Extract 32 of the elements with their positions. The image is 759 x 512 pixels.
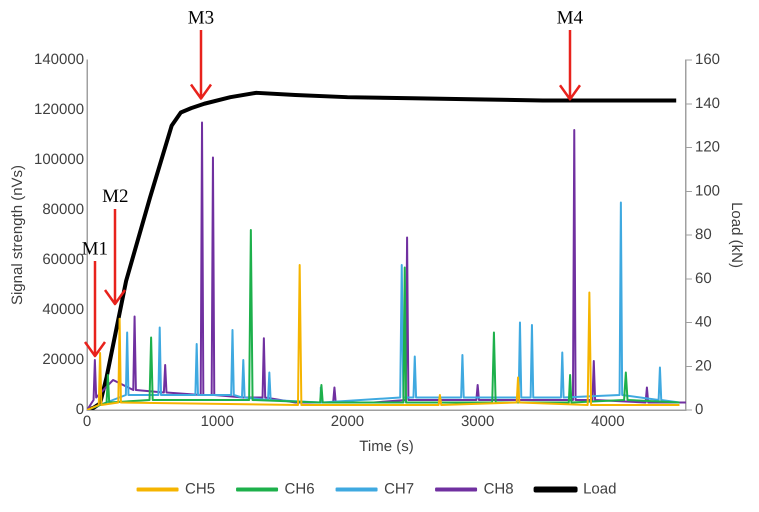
annotation: M2 — [102, 186, 129, 207]
y2-tick-label: 80 — [694, 226, 712, 244]
y2-tick-label: 0 — [694, 401, 704, 418]
y2-tick-label: 120 — [694, 138, 720, 156]
y-tick-label: 20000 — [42, 351, 84, 368]
y2-tick-label: 160 — [694, 51, 720, 68]
x-axis-title: Time (s) — [359, 438, 414, 456]
y2-tick-label: 100 — [694, 182, 720, 200]
x-tick-label: 1000 — [200, 413, 234, 430]
y-tick-label: 120000 — [34, 101, 84, 118]
legend-label: Load — [583, 480, 616, 498]
y2-tick-label: 60 — [694, 270, 712, 287]
legend-label: CH6 — [284, 480, 315, 498]
y-tick-label: 100000 — [34, 151, 84, 168]
y2-tick-label: 140 — [694, 94, 720, 112]
annotation: M4 — [556, 7, 584, 28]
legend-label: CH7 — [384, 480, 414, 498]
y2-tick-label: 40 — [694, 314, 712, 331]
annotation: M3 — [188, 7, 214, 28]
y-tick-label: 40000 — [42, 301, 84, 318]
y2-tick-label: 20 — [694, 357, 712, 374]
legend-label: CH5 — [185, 480, 216, 498]
y2-axis-title: Load (kN) — [728, 202, 745, 268]
y-tick-label: 80000 — [42, 201, 84, 218]
x-tick-label: 2000 — [330, 413, 364, 430]
x-tick-label: 4000 — [591, 413, 625, 430]
y-tick-label: 140000 — [34, 51, 84, 68]
legend-label: CH8 — [484, 480, 514, 498]
y-tick-label: 0 — [76, 401, 84, 418]
y-axis-title: Signal strength (nVs) — [9, 164, 26, 306]
y-tick-label: 60000 — [42, 251, 84, 268]
x-tick-label: 3000 — [460, 413, 494, 430]
